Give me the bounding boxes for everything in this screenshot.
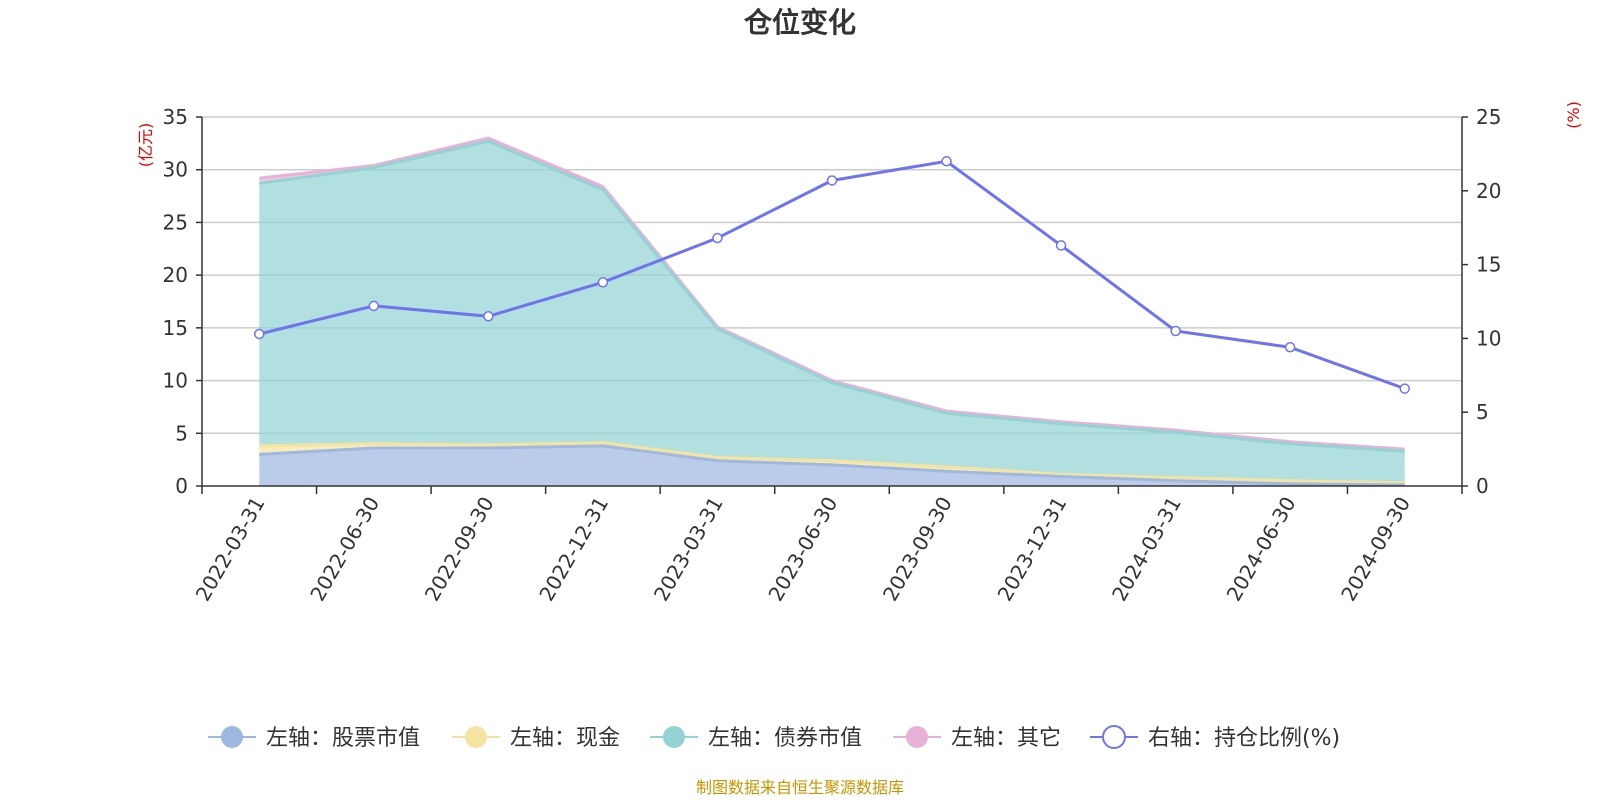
legend[interactable]: 左轴：股票市值 左轴：现金 左轴：债券市值 左轴：其它 右轴：持仓比例(%) (208, 725, 1340, 751)
x-axis-category-label: 2023-09-30 (878, 492, 957, 605)
right-axis-unit: (%) (1564, 101, 1583, 129)
ratio-point[interactable] (368, 300, 380, 312)
chart-title: 仓位变化 (744, 6, 856, 39)
legend-circle-swatch (465, 726, 487, 748)
area-edge-3 (259, 136, 1405, 451)
legend-label: 左轴：现金 (510, 726, 620, 751)
ratio-point[interactable] (1170, 325, 1181, 337)
ratio-point[interactable] (597, 277, 609, 288)
ratio-point[interactable] (483, 311, 494, 322)
right-axis-tick-label: 20 (1476, 179, 1501, 203)
x-axis-category-label: 2024-09-30 (1336, 493, 1415, 606)
ratio-point[interactable] (712, 232, 723, 244)
legend-circle-swatch (1102, 725, 1126, 749)
data-source-note: 制图数据来自恒生聚源数据库 (696, 778, 904, 797)
left-axis-tick-label: 30 (163, 158, 188, 182)
left-axis-tick-label: 25 (163, 210, 188, 234)
area-edge-2 (259, 139, 1405, 453)
x-axis-category-label: 2022-06-30 (305, 493, 384, 606)
legend-item[interactable]: 左轴：其它 (893, 726, 1061, 751)
right-axis-tick-label: 0 (1476, 474, 1489, 498)
legend-item[interactable]: 左轴：债券市值 (650, 726, 862, 751)
ratio-point[interactable] (1284, 342, 1296, 353)
legend-label: 左轴：其它 (951, 726, 1061, 751)
right-axis-tick-label: 15 (1476, 253, 1501, 277)
stacked-areas (259, 136, 1405, 487)
x-axis-category-label: 2023-06-30 (763, 493, 842, 606)
legend-item[interactable]: 左轴：现金 (452, 726, 620, 751)
x-axis-category-label: 2023-03-31 (649, 493, 728, 606)
area-edge-1 (259, 441, 1405, 485)
legend-circle-swatch (221, 726, 243, 748)
ratio-point[interactable] (826, 175, 838, 186)
x-axis-category-label: 2024-03-31 (1107, 493, 1186, 606)
ratio-point[interactable] (1399, 383, 1410, 394)
legend-item[interactable]: 右轴：持仓比例(%) (1090, 725, 1340, 751)
x-axis-category-label: 2022-12-31 (534, 493, 613, 606)
left-axis-tick-label: 10 (163, 369, 188, 393)
left-axis-tick-label: 5 (175, 421, 188, 445)
ratio-point[interactable] (1055, 240, 1067, 251)
x-axis-category-label: 2022-09-30 (420, 493, 499, 606)
left-axis-unit: (亿元) (136, 123, 155, 168)
left-axis-tick-label: 0 (175, 474, 188, 498)
legend-circle-swatch (663, 726, 685, 748)
left-axis-tick-label: 20 (163, 263, 188, 287)
legend-circle-swatch (906, 726, 928, 748)
area-2 (259, 141, 1405, 483)
ratio-point[interactable] (941, 156, 952, 167)
legend-label: 右轴：持仓比例(%) (1148, 726, 1340, 751)
right-axis-tick-label: 10 (1476, 326, 1501, 350)
left-axis-tick-label: 35 (163, 105, 188, 129)
legend-label: 左轴：股票市值 (266, 726, 420, 751)
ratio-line (254, 156, 1410, 394)
x-axis-category-label: 2023-12-31 (993, 493, 1072, 606)
ratio-point[interactable] (254, 328, 265, 340)
legend-item[interactable]: 左轴：股票市值 (208, 726, 420, 751)
x-axis-category-label: 2024-06-30 (1222, 493, 1301, 606)
left-axis-tick-label: 15 (163, 316, 188, 340)
right-axis-tick-label: 25 (1476, 105, 1501, 129)
legend-label: 左轴：债券市值 (708, 726, 862, 751)
right-axis-tick-label: 5 (1476, 400, 1489, 424)
x-axis-category-label: 2022-03-31 (191, 493, 270, 606)
area-edge-0 (259, 444, 1405, 487)
